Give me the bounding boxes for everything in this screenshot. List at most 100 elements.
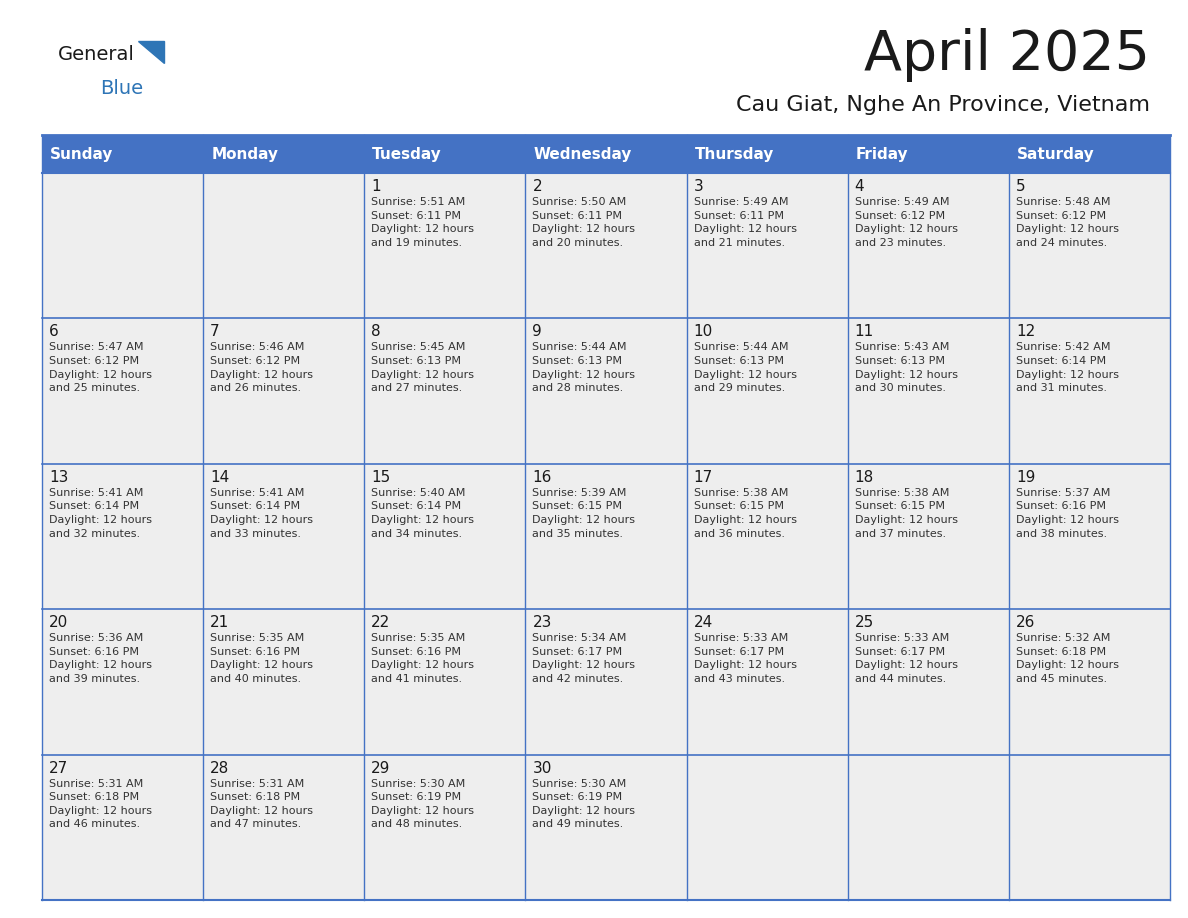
Bar [687,319,848,464]
Bar [525,610,687,755]
Text: 15: 15 [372,470,391,485]
Text: Sunrise: 5:36 AM
Sunset: 6:16 PM
Daylight: 12 hours
and 39 minutes.: Sunrise: 5:36 AM Sunset: 6:16 PM Dayligh… [49,633,152,684]
Text: Wednesday: Wednesday [533,147,632,162]
Text: 1: 1 [372,179,381,194]
Text: 7: 7 [210,324,220,340]
Bar [1009,135,1170,173]
Text: 19: 19 [1016,470,1035,485]
Text: 8: 8 [372,324,381,340]
Text: Sunrise: 5:48 AM
Sunset: 6:12 PM
Daylight: 12 hours
and 24 minutes.: Sunrise: 5:48 AM Sunset: 6:12 PM Dayligh… [1016,197,1119,248]
Text: Sunrise: 5:51 AM
Sunset: 6:11 PM
Daylight: 12 hours
and 19 minutes.: Sunrise: 5:51 AM Sunset: 6:11 PM Dayligh… [372,197,474,248]
Polygon shape [138,41,164,63]
Bar [365,464,525,610]
Text: Sunrise: 5:46 AM
Sunset: 6:12 PM
Daylight: 12 hours
and 26 minutes.: Sunrise: 5:46 AM Sunset: 6:12 PM Dayligh… [210,342,314,393]
Text: 20: 20 [49,615,68,630]
Text: Sunrise: 5:31 AM
Sunset: 6:18 PM
Daylight: 12 hours
and 46 minutes.: Sunrise: 5:31 AM Sunset: 6:18 PM Dayligh… [49,778,152,829]
Bar [687,135,848,173]
Text: 14: 14 [210,470,229,485]
Bar [848,464,1009,610]
Text: Sunrise: 5:50 AM
Sunset: 6:11 PM
Daylight: 12 hours
and 20 minutes.: Sunrise: 5:50 AM Sunset: 6:11 PM Dayligh… [532,197,636,248]
Bar [525,464,687,610]
Text: 9: 9 [532,324,542,340]
Bar [203,610,365,755]
Text: 16: 16 [532,470,551,485]
Text: Sunrise: 5:47 AM
Sunset: 6:12 PM
Daylight: 12 hours
and 25 minutes.: Sunrise: 5:47 AM Sunset: 6:12 PM Dayligh… [49,342,152,393]
Text: Sunrise: 5:39 AM
Sunset: 6:15 PM
Daylight: 12 hours
and 35 minutes.: Sunrise: 5:39 AM Sunset: 6:15 PM Dayligh… [532,487,636,539]
Text: Sunrise: 5:38 AM
Sunset: 6:15 PM
Daylight: 12 hours
and 36 minutes.: Sunrise: 5:38 AM Sunset: 6:15 PM Dayligh… [694,487,797,539]
Bar [687,464,848,610]
Bar [1009,610,1170,755]
Text: Sunrise: 5:30 AM
Sunset: 6:19 PM
Daylight: 12 hours
and 48 minutes.: Sunrise: 5:30 AM Sunset: 6:19 PM Dayligh… [372,778,474,829]
Text: General: General [58,46,135,64]
Text: Thursday: Thursday [695,147,773,162]
Bar [1009,755,1170,900]
Text: Tuesday: Tuesday [372,147,442,162]
Text: Sunrise: 5:40 AM
Sunset: 6:14 PM
Daylight: 12 hours
and 34 minutes.: Sunrise: 5:40 AM Sunset: 6:14 PM Dayligh… [372,487,474,539]
Bar [42,755,203,900]
Text: 30: 30 [532,761,551,776]
Bar [687,173,848,319]
Bar [42,610,203,755]
Bar [365,319,525,464]
Text: Sunrise: 5:30 AM
Sunset: 6:19 PM
Daylight: 12 hours
and 49 minutes.: Sunrise: 5:30 AM Sunset: 6:19 PM Dayligh… [532,778,636,829]
Text: Sunrise: 5:32 AM
Sunset: 6:18 PM
Daylight: 12 hours
and 45 minutes.: Sunrise: 5:32 AM Sunset: 6:18 PM Dayligh… [1016,633,1119,684]
Text: 12: 12 [1016,324,1035,340]
Text: Sunrise: 5:49 AM
Sunset: 6:11 PM
Daylight: 12 hours
and 21 minutes.: Sunrise: 5:49 AM Sunset: 6:11 PM Dayligh… [694,197,797,248]
Bar [525,755,687,900]
Bar [687,755,848,900]
Text: 29: 29 [372,761,391,776]
Bar [203,173,365,319]
Text: Sunrise: 5:35 AM
Sunset: 6:16 PM
Daylight: 12 hours
and 41 minutes.: Sunrise: 5:35 AM Sunset: 6:16 PM Dayligh… [372,633,474,684]
Bar [848,173,1009,319]
Text: Sunrise: 5:38 AM
Sunset: 6:15 PM
Daylight: 12 hours
and 37 minutes.: Sunrise: 5:38 AM Sunset: 6:15 PM Dayligh… [854,487,958,539]
Text: Sunrise: 5:49 AM
Sunset: 6:12 PM
Daylight: 12 hours
and 23 minutes.: Sunrise: 5:49 AM Sunset: 6:12 PM Dayligh… [854,197,958,248]
Text: 18: 18 [854,470,874,485]
Bar [848,135,1009,173]
Text: 17: 17 [694,470,713,485]
Bar [525,135,687,173]
Text: Sunrise: 5:41 AM
Sunset: 6:14 PM
Daylight: 12 hours
and 33 minutes.: Sunrise: 5:41 AM Sunset: 6:14 PM Dayligh… [210,487,314,539]
Text: 23: 23 [532,615,551,630]
Bar [42,464,203,610]
Text: Sunrise: 5:44 AM
Sunset: 6:13 PM
Daylight: 12 hours
and 28 minutes.: Sunrise: 5:44 AM Sunset: 6:13 PM Dayligh… [532,342,636,393]
Bar [848,755,1009,900]
Text: Sunrise: 5:33 AM
Sunset: 6:17 PM
Daylight: 12 hours
and 43 minutes.: Sunrise: 5:33 AM Sunset: 6:17 PM Dayligh… [694,633,797,684]
Text: 4: 4 [854,179,865,194]
Text: Sunrise: 5:45 AM
Sunset: 6:13 PM
Daylight: 12 hours
and 27 minutes.: Sunrise: 5:45 AM Sunset: 6:13 PM Dayligh… [372,342,474,393]
Bar [203,135,365,173]
Text: Sunrise: 5:42 AM
Sunset: 6:14 PM
Daylight: 12 hours
and 31 minutes.: Sunrise: 5:42 AM Sunset: 6:14 PM Dayligh… [1016,342,1119,393]
Text: 11: 11 [854,324,874,340]
Text: 13: 13 [49,470,69,485]
Bar [365,610,525,755]
Text: Sunrise: 5:41 AM
Sunset: 6:14 PM
Daylight: 12 hours
and 32 minutes.: Sunrise: 5:41 AM Sunset: 6:14 PM Dayligh… [49,487,152,539]
Text: 24: 24 [694,615,713,630]
Bar [203,319,365,464]
Text: 28: 28 [210,761,229,776]
Text: Sunrise: 5:34 AM
Sunset: 6:17 PM
Daylight: 12 hours
and 42 minutes.: Sunrise: 5:34 AM Sunset: 6:17 PM Dayligh… [532,633,636,684]
Bar [525,173,687,319]
Bar [365,135,525,173]
Text: 10: 10 [694,324,713,340]
Bar [42,319,203,464]
Bar [525,319,687,464]
Text: 2: 2 [532,179,542,194]
Text: Sunrise: 5:35 AM
Sunset: 6:16 PM
Daylight: 12 hours
and 40 minutes.: Sunrise: 5:35 AM Sunset: 6:16 PM Dayligh… [210,633,314,684]
Text: Friday: Friday [855,147,909,162]
Text: 3: 3 [694,179,703,194]
Text: Sunrise: 5:44 AM
Sunset: 6:13 PM
Daylight: 12 hours
and 29 minutes.: Sunrise: 5:44 AM Sunset: 6:13 PM Dayligh… [694,342,797,393]
Bar [687,610,848,755]
Text: Sunday: Sunday [50,147,113,162]
Text: Sunrise: 5:33 AM
Sunset: 6:17 PM
Daylight: 12 hours
and 44 minutes.: Sunrise: 5:33 AM Sunset: 6:17 PM Dayligh… [854,633,958,684]
Text: Blue: Blue [100,79,143,97]
Bar [203,464,365,610]
Text: 25: 25 [854,615,874,630]
Text: Sunrise: 5:37 AM
Sunset: 6:16 PM
Daylight: 12 hours
and 38 minutes.: Sunrise: 5:37 AM Sunset: 6:16 PM Dayligh… [1016,487,1119,539]
Bar [42,135,203,173]
Text: 21: 21 [210,615,229,630]
Text: 27: 27 [49,761,68,776]
Text: Monday: Monday [211,147,278,162]
Text: 6: 6 [49,324,58,340]
Bar [42,173,203,319]
Bar [848,319,1009,464]
Bar [1009,464,1170,610]
